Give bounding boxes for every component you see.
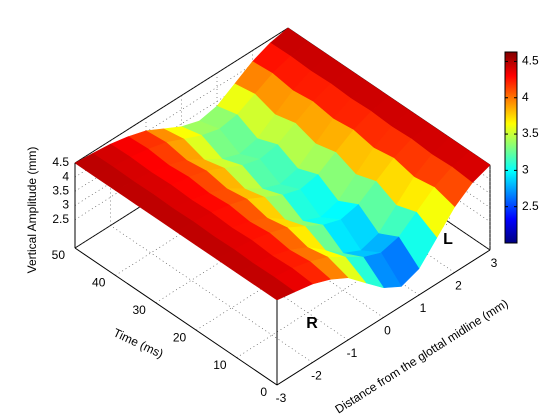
y-tick-label: 50 <box>52 248 66 262</box>
z-tick-label: 2.5 <box>52 212 69 226</box>
grid-line <box>181 180 384 318</box>
z-tick-label: 3 <box>62 198 69 212</box>
x-tick-label: -2 <box>311 369 322 383</box>
y-tick-label: 40 <box>92 276 106 290</box>
z-tick-label: 3.5 <box>52 184 69 198</box>
y-axis-label: Time (ms) <box>111 326 165 361</box>
colorbar: 2.5 3 3.5 4 4.5 <box>504 51 539 244</box>
axis-line <box>74 247 278 386</box>
y-tick-label: 20 <box>173 330 187 344</box>
x-tick-label: -3 <box>276 391 287 405</box>
colorbar-tick-label: 4.5 <box>522 54 539 68</box>
x-tick-label: 1 <box>420 301 427 315</box>
z-tick-label: 4 <box>62 169 69 183</box>
grid-line <box>110 225 313 363</box>
y-tick-label: 0 <box>260 385 267 399</box>
z-axis-label: Vertical Amplitude (mm) <box>25 147 39 274</box>
x-tick-label: 3 <box>491 256 498 270</box>
colorbar-scale <box>504 51 518 244</box>
x-tick-label: -1 <box>347 346 358 360</box>
y-tick-label: 10 <box>213 358 227 372</box>
colorbar-tick-label: 3 <box>522 163 529 177</box>
annotation: R <box>306 315 318 332</box>
z-tick-label: 4.5 <box>52 155 69 169</box>
grid-line <box>287 112 491 251</box>
colorbar-tick-label: 2.5 <box>522 199 539 213</box>
colorbar-tick-label: 4 <box>522 90 529 104</box>
y-tick-label: 30 <box>132 303 146 317</box>
annotation: L <box>443 231 453 248</box>
colorbar-tick-label: 3.5 <box>522 126 539 140</box>
surface-patch <box>256 277 296 301</box>
surface <box>74 27 491 386</box>
x-tick-label: 2 <box>455 279 462 293</box>
x-tick-label: 0 <box>384 324 391 338</box>
axis-line <box>276 249 491 386</box>
grid-line <box>145 202 349 341</box>
